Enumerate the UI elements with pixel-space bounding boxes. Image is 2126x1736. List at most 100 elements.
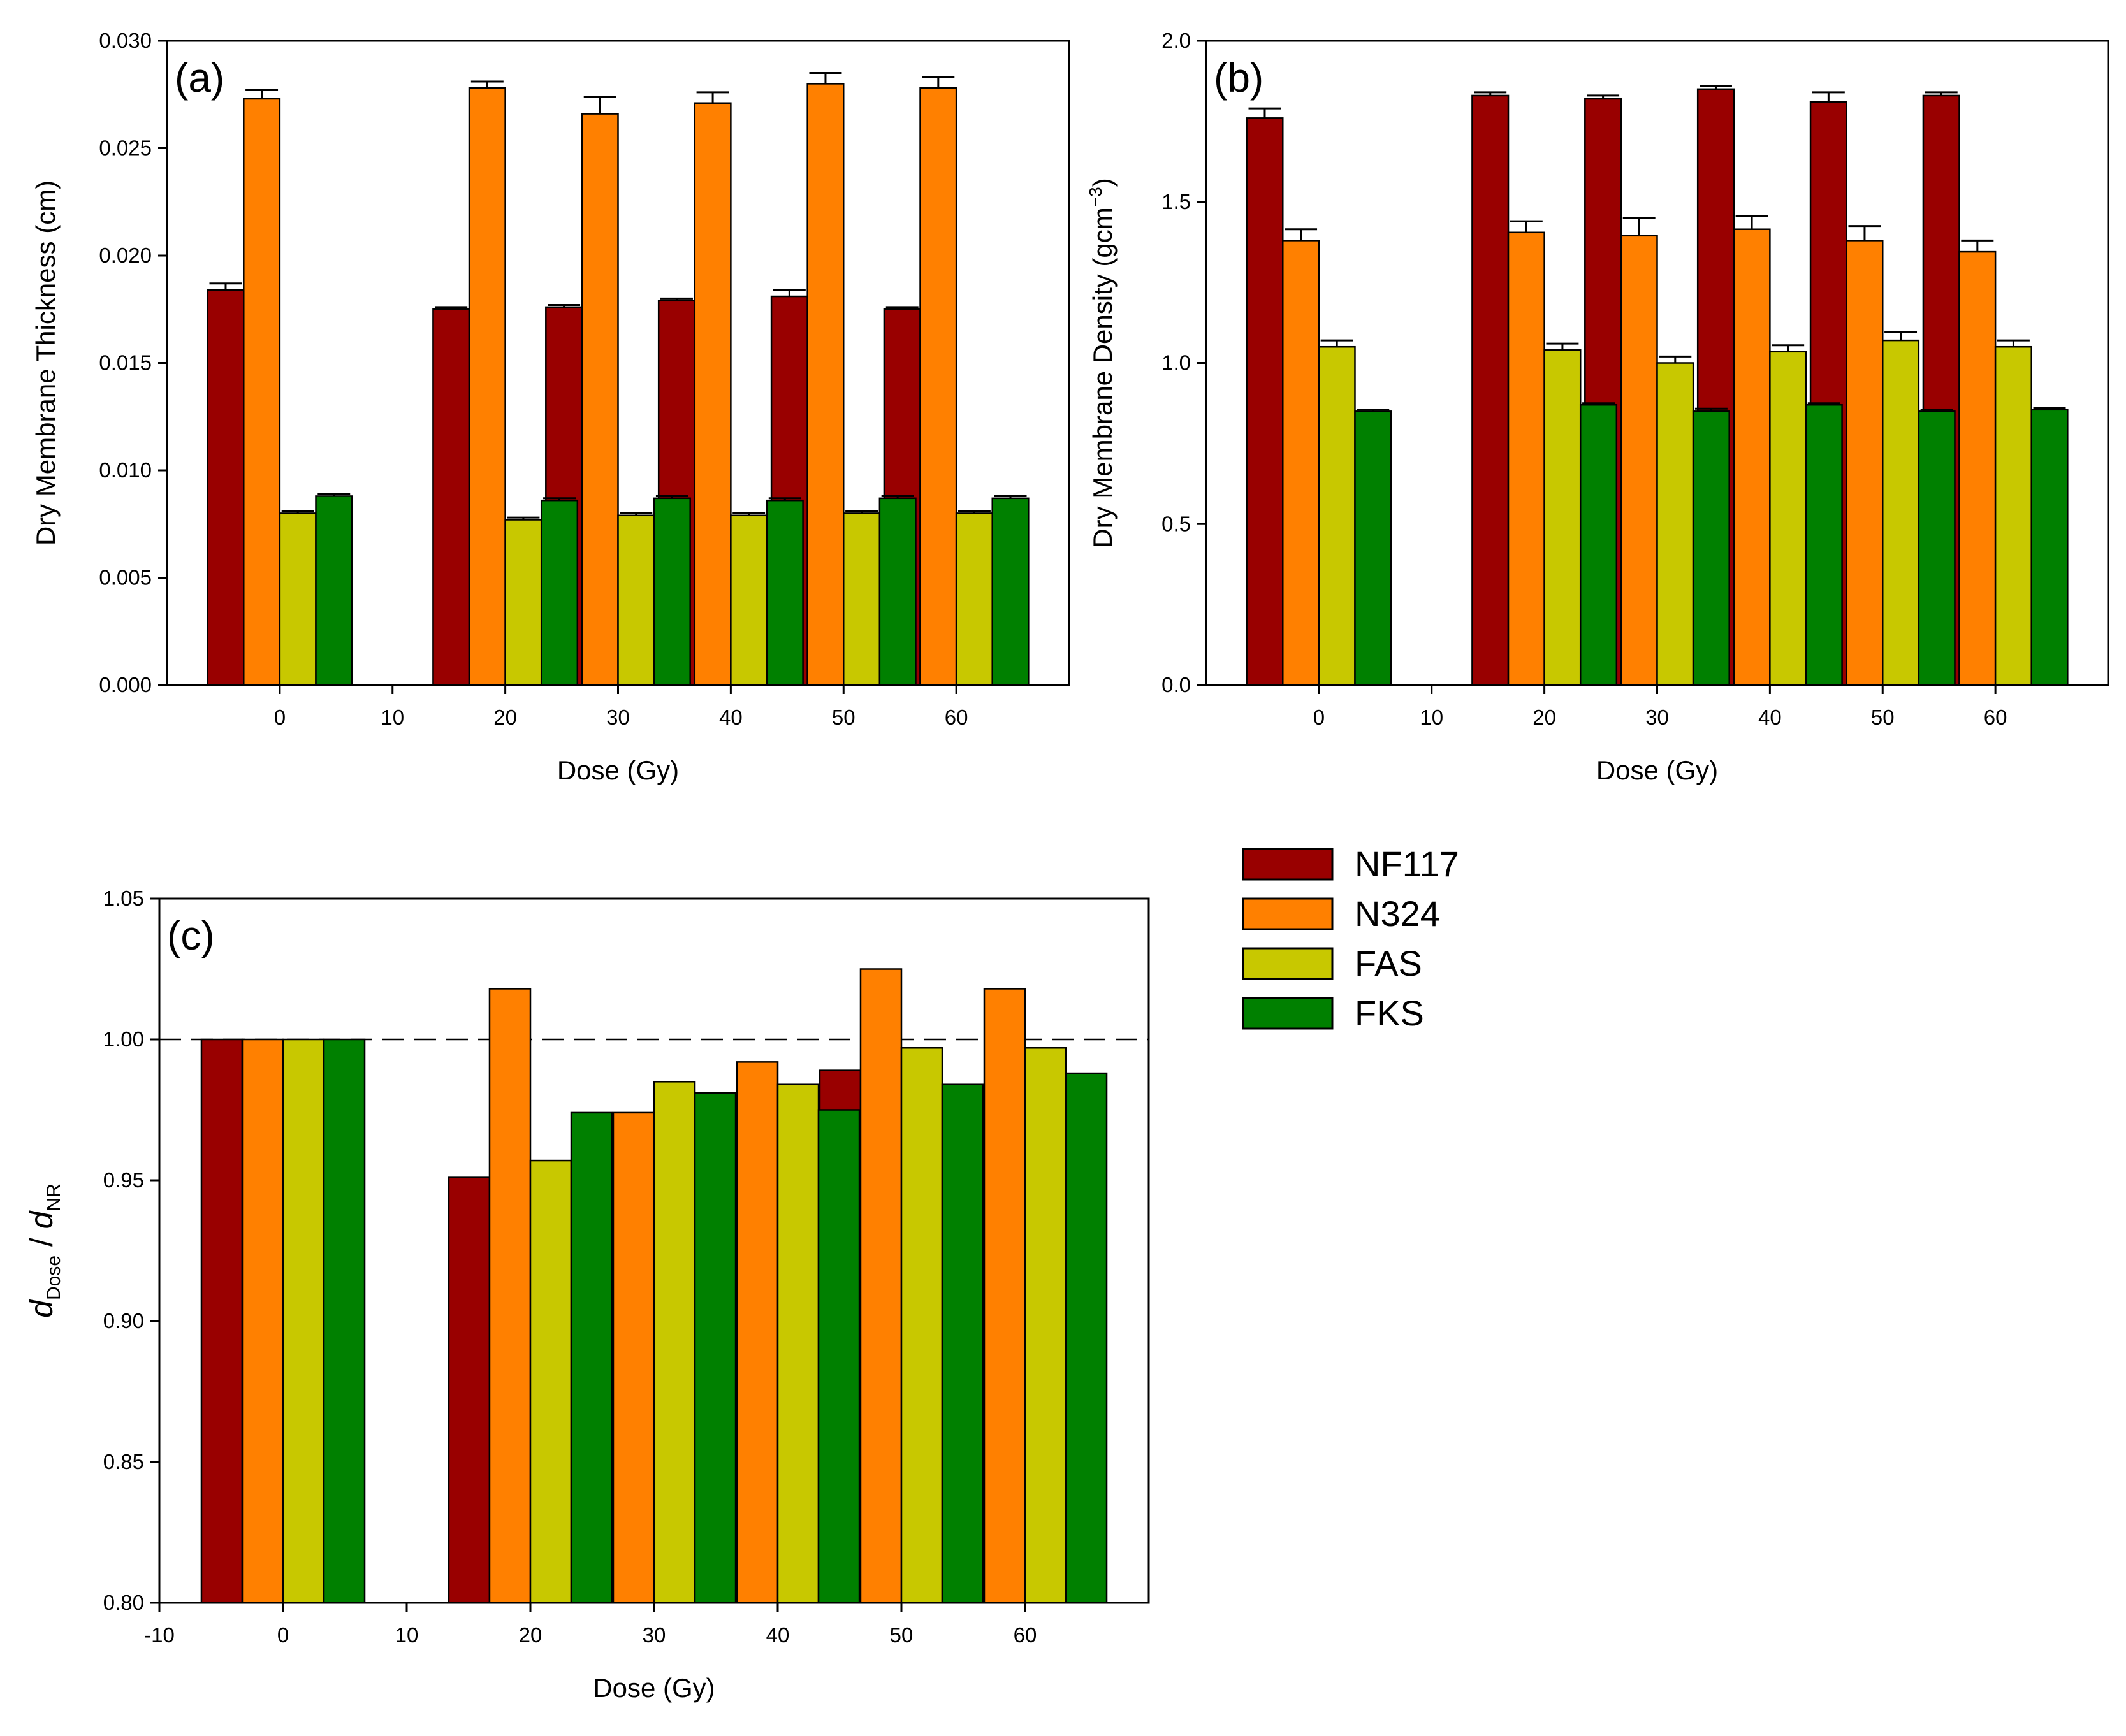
x-tick-label: 0 [1313, 705, 1325, 729]
y-tick-label: 0.005 [99, 566, 152, 590]
bar-nf117-20 [432, 308, 470, 686]
bar-fks-50 [878, 497, 917, 686]
bar-nf117-20 [1471, 94, 1510, 686]
y-tick-label: 0.020 [99, 243, 152, 267]
x-tick-label: 40 [766, 1623, 790, 1647]
x-tick-label: 20 [493, 705, 517, 729]
bar-fks-30 [694, 1092, 737, 1604]
y-tick-label: 0.95 [103, 1168, 144, 1192]
bar-n324-40 [694, 102, 732, 686]
chart-panel-2: 0.0 0.5 1.0 1.5 2.0 0 10 20 30 40 50 60 Dose (Gy) (b)… [1086, 29, 2109, 785]
bar-n324-0 [1282, 240, 1320, 686]
bar-fas-50 [900, 1047, 943, 1604]
bar-n324-50 [806, 83, 845, 686]
bar-fas-20 [529, 1159, 572, 1604]
bar-n324-20 [468, 87, 506, 686]
x-tick-label: 40 [719, 705, 743, 729]
y-axis-title-part: −3 [1086, 187, 1105, 207]
bar-n324-40 [1733, 228, 1771, 686]
y-axis-title: dDose / dNR [24, 1183, 64, 1318]
bar-fks-60 [1065, 1072, 1108, 1604]
bar-n324-60 [919, 87, 957, 686]
x-tick-label: 30 [606, 705, 630, 729]
y-tick-label: 0.010 [99, 458, 152, 482]
bar-fas-0 [1318, 345, 1356, 686]
bar-n324-50 [859, 968, 903, 1604]
y-axis-title-part: ) [1088, 178, 1118, 187]
legend-label-fas: FAS [1355, 943, 1422, 983]
bar-fas-60 [955, 512, 993, 686]
bar-n324-0 [243, 98, 281, 686]
y-tick-label: 1.00 [103, 1027, 144, 1051]
legend-swatch-n324 [1242, 897, 1334, 930]
bar-fks-50 [941, 1083, 984, 1604]
y-tick-label: 0.90 [103, 1309, 144, 1333]
y-tick-label: 0.85 [103, 1450, 144, 1473]
bar-n324-60 [983, 988, 1026, 1604]
x-axis-title: Dose (Gy) [593, 1673, 715, 1703]
bar-nf117-0 [200, 1038, 244, 1604]
bar-fks-20 [1579, 403, 1618, 686]
bar-fks-60 [991, 497, 1030, 686]
bar-n324-40 [736, 1061, 779, 1604]
bar-fas-60 [1994, 345, 2032, 686]
bar-fas-0 [282, 1038, 325, 1604]
y-axis-title: Dry Membrane Thickness (cm) [31, 180, 61, 546]
x-tick-label: 30 [1645, 705, 1669, 729]
bar-n324-30 [612, 1111, 655, 1604]
bar-fks-0 [1354, 410, 1392, 686]
bar-fks-50 [1918, 410, 1956, 686]
bar-nf117-0 [207, 289, 245, 686]
bar-nf117-0 [1246, 117, 1284, 686]
y-axis-title-part: / [24, 1229, 59, 1255]
x-tick-label: 50 [1871, 705, 1895, 729]
bar-fks-20 [570, 1111, 613, 1604]
x-tick-label: 60 [945, 705, 968, 729]
bar-n324-20 [1507, 231, 1545, 686]
bar-n324-60 [1958, 250, 1997, 686]
chart-panel-3: 0.80 0.85 0.90 0.95 1.00 1.05 -10 0 10 20 30 40 50 60… [24, 886, 1150, 1703]
bar-fas-30 [617, 514, 655, 686]
bar-fks-40 [1805, 403, 1843, 686]
bar-fks-20 [540, 499, 579, 686]
x-tick-label: -10 [144, 1623, 175, 1647]
bar-fas-50 [843, 512, 881, 686]
y-tick-label: 1.0 [1161, 351, 1191, 375]
bar-n324-30 [581, 113, 619, 686]
x-tick-label: 20 [519, 1623, 542, 1647]
bar-fas-20 [504, 519, 542, 686]
bar-fas-40 [1769, 351, 1807, 686]
chart-panel-1: 0.000 0.005 0.010 0.015 0.020 0.025 0.030 0 10 20… [31, 29, 1070, 785]
y-tick-label: 0.5 [1161, 512, 1191, 535]
y-tick-label: 0.030 [99, 29, 152, 52]
bar-fas-40 [776, 1083, 820, 1604]
x-tick-label: 50 [890, 1623, 914, 1647]
y-tick-label: 2.0 [1161, 29, 1191, 52]
x-tick-label: 30 [643, 1623, 666, 1647]
bar-n324-30 [1620, 235, 1658, 686]
bar-fks-40 [766, 499, 804, 686]
x-tick-label: 10 [381, 705, 404, 729]
legend-label-n324: N324 [1355, 893, 1440, 934]
y-tick-label: 0.80 [103, 1591, 144, 1614]
y-tick-label: 0.0 [1161, 673, 1191, 697]
y-axis-title: Dry Membrane Density (gcm−3) [1086, 178, 1118, 547]
y-tick-label: 0.025 [99, 136, 152, 160]
bar-fas-40 [730, 514, 768, 686]
bar-fks-40 [817, 1109, 861, 1604]
bar-fks-30 [653, 497, 691, 686]
y-axis-title-part: Dry Membrane Density (gcm [1088, 207, 1118, 547]
bar-fas-50 [1882, 339, 1920, 686]
bar-nf117-20 [448, 1176, 491, 1604]
bar-n324-0 [241, 1038, 284, 1604]
x-tick-label: 50 [832, 705, 855, 729]
x-axis-title: Dose (Gy) [1596, 755, 1718, 785]
y-tick-label: 0.000 [99, 673, 152, 697]
legend-swatch-fas [1242, 947, 1334, 980]
bar-fas-60 [1024, 1047, 1067, 1604]
y-tick-label: 0.015 [99, 351, 152, 375]
bar-fas-0 [279, 512, 317, 686]
bar-fks-0 [323, 1038, 366, 1604]
bar-n324-20 [488, 988, 532, 1604]
